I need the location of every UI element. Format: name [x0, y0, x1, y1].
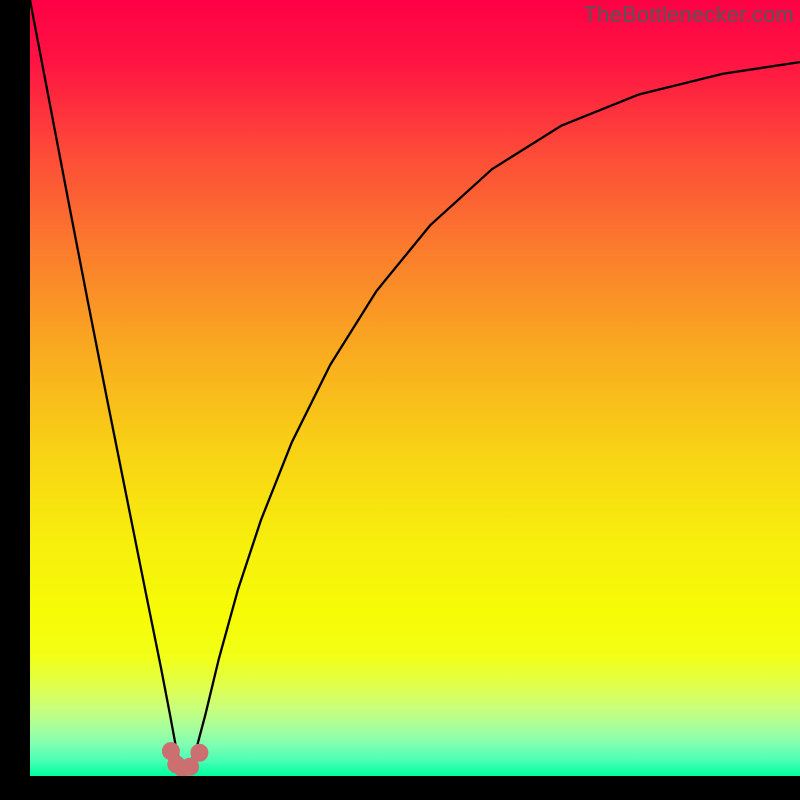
watermark-label: TheBottlenecker.com [584, 2, 794, 27]
bottleneck-chart [30, 0, 800, 776]
watermark-text: TheBottlenecker.com [584, 2, 794, 28]
chart-container [30, 0, 800, 776]
optimum-marker [191, 744, 208, 761]
